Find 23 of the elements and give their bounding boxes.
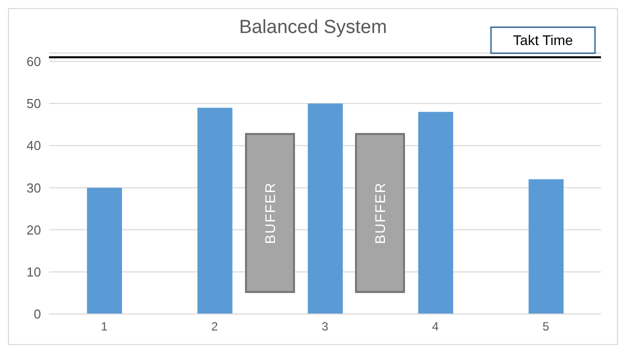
y-tick-label: 10 [26,264,41,280]
bar [418,112,454,314]
y-tick-label: 50 [26,96,41,112]
x-tick-label: 5 [542,320,550,334]
x-tick-label: 1 [100,320,108,334]
annotation: BUFFER [262,182,278,244]
ref-line-label: Takt Time [513,32,574,48]
x-tick-label: 4 [432,320,440,334]
bar [87,188,122,314]
bar [308,104,343,314]
y-tick-label: 40 [26,138,41,154]
x-tick-label: 2 [211,320,218,334]
bar [528,179,564,314]
y-tick-label: 0 [34,306,41,322]
chart-title: Balanced System [239,17,387,38]
buffer-box: BUFFER [355,132,406,293]
y-tick-label: 20 [26,222,41,238]
annotation: BUFFER [372,182,388,244]
buffer-box: BUFFER [244,132,295,293]
y-tick-label: 30 [26,180,41,196]
y-tick-label: 60 [26,54,41,70]
bar [197,108,232,314]
x-tick-label: 3 [322,320,329,334]
